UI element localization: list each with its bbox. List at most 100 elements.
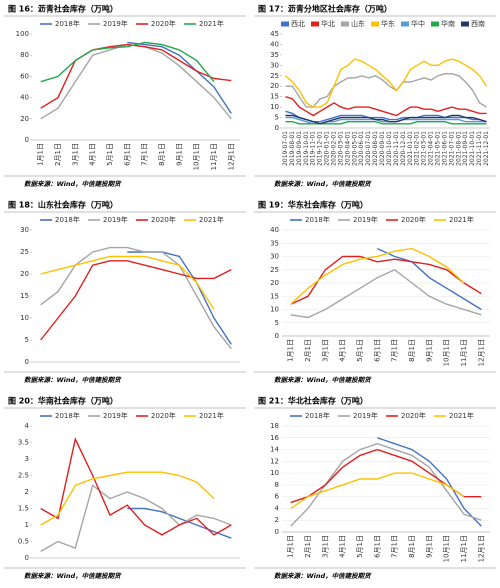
y-tick-label: 30 [270, 253, 279, 261]
legend-label: 2021年 [199, 411, 224, 420]
y-tick-label: 0 [275, 332, 279, 340]
legend-label: 2019年 [103, 411, 128, 420]
chart-title: 图 17：沥青分地区社会库存（万吨） [258, 4, 392, 14]
y-tick-label: 15 [270, 93, 279, 101]
series-line [377, 247, 482, 311]
chart-title: 图 16：沥青社会库存（万吨） [8, 4, 118, 14]
y-tick-label: 16 [270, 434, 279, 442]
chart-panel: 图 21：华北社会库存（万吨） 数据来源：Wind，中信建投期货 0 2 4 6 8 10 12… [254, 396, 496, 580]
x-tick-label: 2020-11-01 [393, 131, 400, 166]
series-line [377, 437, 482, 527]
legend-label: 2021年 [199, 19, 224, 28]
x-tick-label: 2020-10-01 [386, 131, 393, 166]
y-tick-label: 15 [270, 292, 279, 300]
y-tick-label: 0 [25, 554, 29, 562]
y-tick-label: 0 [275, 124, 279, 132]
legend-label: 2021年 [199, 215, 224, 224]
chart-panel: 图 16：沥青社会库存（万吨） 数据来源：Wind，中信建投期货 0 20 40 60 80… [4, 4, 246, 188]
x-tick-label: 9月1日 [175, 143, 183, 166]
x-tick-label: 6月1日 [123, 143, 131, 166]
series-line [127, 507, 232, 539]
series-line [285, 73, 487, 108]
x-tick-label: 2021-11-01 [476, 131, 483, 166]
x-tick-label: 2019-12-01 [317, 131, 324, 166]
series-line [290, 268, 482, 319]
x-tick-label: 2021-03-01 [421, 131, 428, 166]
y-tick-label: 60 [20, 72, 29, 80]
legend-label: 华中 [411, 19, 425, 28]
x-tick-label: 1月1日 [37, 143, 45, 166]
y-tick-label: 12 [270, 457, 279, 465]
x-tick-label: 3月1日 [321, 339, 329, 362]
y-tick-label: 25 [270, 266, 279, 274]
chart-panel: 图 20：华南社会库存（万吨） 数据来源：Wind，中信建投期货 0 0.5 1 1.5 2… [4, 396, 246, 580]
y-tick-label: 30 [270, 61, 279, 69]
y-tick-label: 30 [20, 226, 29, 234]
y-tick-label: 3.5 [18, 439, 29, 447]
y-tick-label: 20 [270, 82, 279, 90]
x-tick-label: 3月1日 [321, 535, 329, 558]
x-tick-label: 11月1日 [210, 143, 218, 170]
y-tick-label: 40 [270, 226, 279, 234]
legend-label: 2021年 [449, 411, 474, 420]
series-line [40, 43, 232, 120]
y-tick-label: 20 [20, 115, 29, 123]
x-tick-label: 2021-08-01 [455, 131, 462, 166]
x-tick-label: 12月1日 [227, 143, 235, 170]
series-line [285, 110, 487, 123]
legend-swatch [341, 21, 349, 27]
y-tick-label: 5 [25, 336, 29, 344]
source-note: 数据来源：Wind，中信建投期货 [274, 376, 372, 384]
x-tick-label: 1月1日 [287, 535, 295, 558]
series-line [40, 255, 215, 310]
y-tick-label: 40 [270, 40, 279, 48]
source-note: 数据来源：Wind，中信建投期货 [24, 376, 122, 384]
y-tick-label: 40 [20, 94, 29, 102]
x-tick-label: 4月1日 [339, 535, 347, 558]
legend-label: 2020年 [401, 215, 426, 224]
y-tick-label: 2 [275, 516, 279, 524]
x-tick-label: 2020-08-01 [372, 131, 379, 166]
x-tick-label: 2月1日 [304, 339, 312, 362]
chart-title: 图 18：山东社会库存（万吨） [8, 200, 118, 210]
x-tick-label: 2021-10-01 [469, 131, 476, 166]
x-tick-label: 2020-01-01 [324, 131, 331, 166]
y-tick-label: 14 [270, 446, 279, 454]
x-tick-label: 1月1日 [287, 339, 295, 362]
legend-label: 西南 [471, 19, 485, 28]
x-tick-label: 5月1日 [106, 143, 114, 166]
x-tick-label: 4月1日 [89, 143, 97, 166]
legend-label: 2018年 [55, 19, 80, 28]
x-tick-label: 4月1日 [339, 339, 347, 362]
x-tick-label: 9月1日 [425, 339, 433, 362]
y-tick-label: 0 [25, 358, 29, 366]
y-tick-label: 35 [270, 51, 279, 59]
series-line [40, 41, 215, 83]
y-tick-label: 45 [270, 30, 279, 38]
y-tick-label: 4 [275, 504, 280, 512]
x-tick-label: 7月1日 [141, 143, 149, 166]
legend-label: 2019年 [353, 215, 378, 224]
y-tick-label: 100 [16, 30, 29, 38]
legend-label: 华东 [381, 19, 395, 28]
legend-swatch [281, 21, 289, 27]
y-tick-label: 0 [275, 528, 279, 536]
x-tick-label: 2021-04-01 [428, 131, 435, 166]
y-tick-label: 10 [270, 469, 279, 477]
legend-label: 2019年 [103, 215, 128, 224]
series-line [40, 471, 215, 526]
series-line [285, 114, 487, 125]
y-tick-label: 1.5 [18, 505, 29, 513]
series-line [40, 246, 232, 350]
x-tick-label: 2021-05-01 [435, 131, 442, 166]
legend-label: 2020年 [151, 19, 176, 28]
y-tick-label: 5 [275, 114, 279, 122]
y-tick-label: 0.5 [18, 538, 29, 546]
x-tick-label: 7月1日 [391, 535, 399, 558]
x-tick-label: 11月1日 [460, 339, 468, 366]
x-tick-label: 5月1日 [356, 339, 364, 362]
legend-swatch [431, 21, 439, 27]
x-tick-label: 2021-06-01 [441, 131, 448, 166]
x-tick-label: 5月1日 [356, 535, 364, 558]
